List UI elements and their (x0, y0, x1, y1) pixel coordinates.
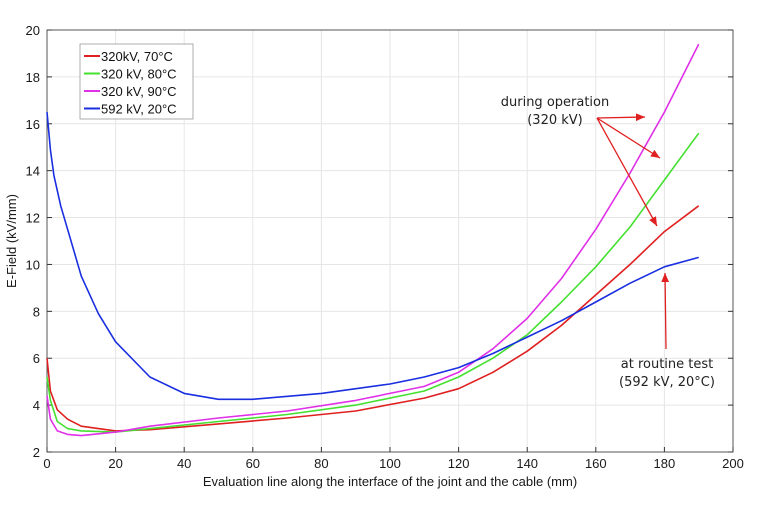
y-tick-label: 12 (26, 211, 40, 226)
annotation-arrow (661, 272, 670, 350)
y-tick-label: 2 (33, 445, 40, 460)
legend: 320kV, 70°C 320 kV, 80°C 320 kV, 90°C 592 k… (79, 43, 194, 120)
series-line-1 (46, 132, 700, 433)
legend-label: 592 kV, 20°C (101, 102, 177, 117)
x-tick-label: 100 (379, 456, 401, 471)
legend-label: 320 kV, 80°C (101, 67, 177, 82)
annotation-arrow (596, 117, 661, 159)
annotation-text: (592 kV, 20°C) (619, 375, 715, 390)
y-tick-label: 18 (26, 70, 40, 85)
series-line-3 (46, 112, 699, 401)
annotation-text: at routine test (621, 357, 714, 372)
y-tick-label: 16 (26, 117, 40, 132)
x-tick-label: 20 (108, 456, 122, 471)
x-tick-label: 60 (246, 456, 260, 471)
y-tick-label: 4 (33, 398, 40, 413)
annotation-arrow (596, 113, 646, 122)
x-tick-label: 0 (43, 456, 50, 471)
legend-label: 320 kV, 90°C (101, 84, 177, 99)
legend-label: 320kV, 70°C (101, 49, 173, 64)
x-tick-label: 40 (177, 456, 191, 471)
x-tick-label: 200 (722, 456, 744, 471)
annotation-routine-test: at routine test (592 kV, 20°C) (619, 272, 715, 390)
y-tick-label: 10 (26, 257, 40, 272)
y-tick-label: 8 (33, 304, 40, 319)
x-tick-label: 180 (654, 456, 676, 471)
x-tick-label: 160 (585, 456, 607, 471)
x-axis-label: Evaluation line along the interface of t… (203, 474, 577, 489)
x-tick-label: 140 (516, 456, 538, 471)
y-axis-label: E-Field (kV/mm) (4, 194, 19, 288)
x-tick-label: 120 (448, 456, 470, 471)
ticks: 0 20 40 60 80 100 120 140 160 180 200 2 4 6 8 10 12 14 16 1… (26, 23, 744, 471)
annotation-arrow (596, 117, 658, 227)
y-tick-label: 14 (26, 164, 40, 179)
y-tick-label: 6 (33, 351, 40, 366)
series-group (46, 43, 700, 437)
annotation-during-operation: during operation (320 kV) (501, 95, 661, 227)
annotation-text: (320 kV) (527, 113, 583, 128)
x-tick-label: 80 (314, 456, 328, 471)
y-tick-label: 20 (26, 23, 40, 38)
annotation-text: during operation (501, 95, 610, 110)
